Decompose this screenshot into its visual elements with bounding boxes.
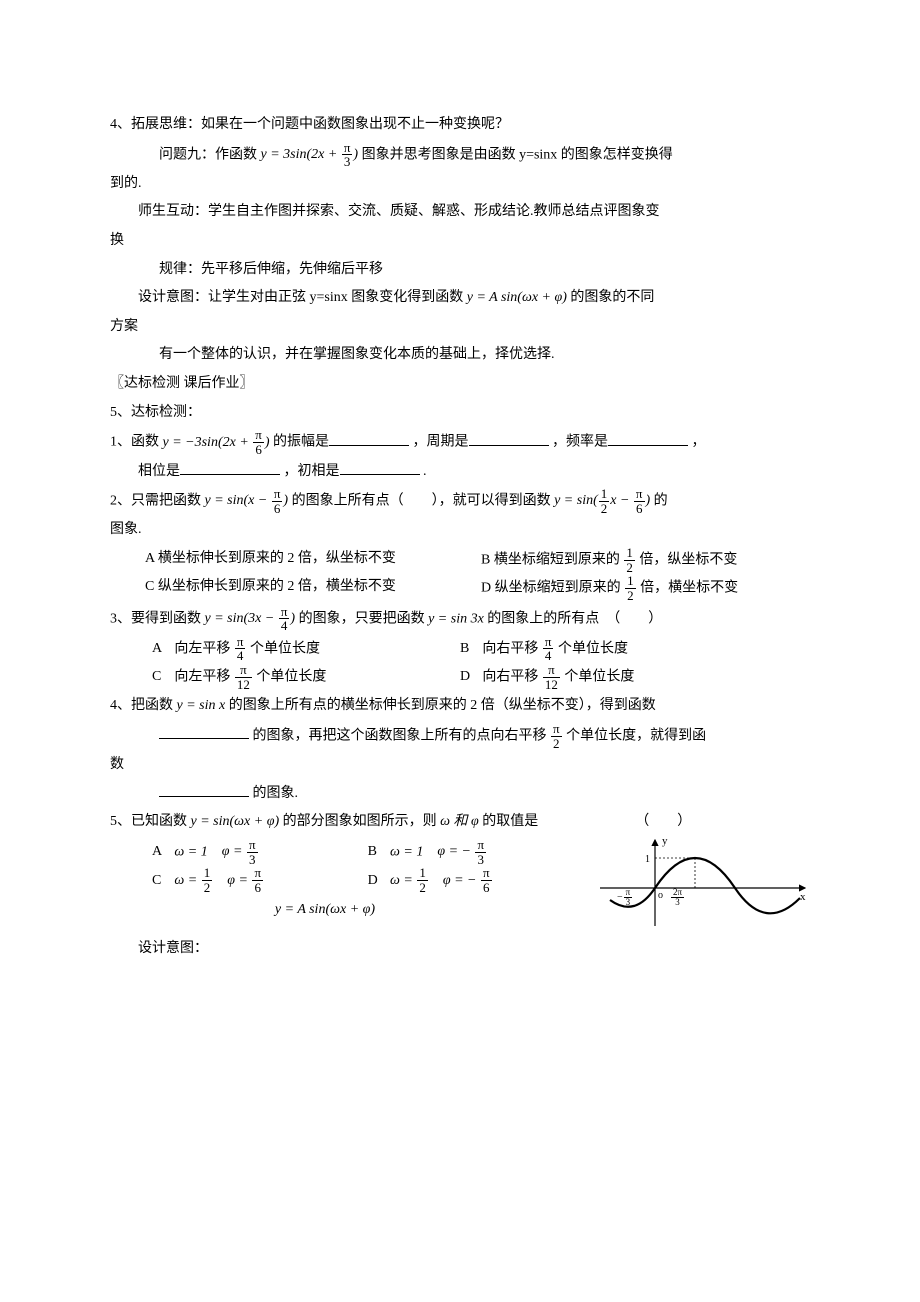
q5-figure: y x 1 o −π3 2π3 [600, 838, 810, 928]
q5-opt-c: Cω = 12 φ = π6 [110, 866, 326, 894]
q3-opt-d: D向右平移 π12 个单位长度 [418, 663, 726, 691]
blank [608, 431, 688, 446]
svg-text:y: y [662, 835, 668, 847]
rule: 规律：先平移后伸缩，先伸缩后平移 [110, 257, 810, 284]
question-9: 问题九：作函数 y = 3sin(2x + π3) 图象并思考图象是由函数 y=… [110, 141, 810, 169]
blank [340, 460, 420, 475]
q5-opt-b: Bω = 1 φ = − π3 [326, 838, 542, 866]
q5-extra: y = A sin(ωx + φ) [110, 897, 600, 924]
q2-opt-c: C 纵坐标伸长到原来的 2 倍，横坐标不变 [110, 574, 446, 602]
blank [180, 460, 280, 475]
q5-opt-a: Aω = 1 φ = π3 [110, 838, 326, 866]
teacher-student-2: 换 [110, 228, 810, 255]
q3: 3、要得到函数 y = sin(3x − π4) 的图象，只要把函数 y = s… [110, 605, 810, 633]
question-9-cont: 到的. [110, 171, 810, 198]
q4-line4: 的图象. [110, 781, 810, 808]
svg-text:1: 1 [645, 854, 650, 865]
q3-options: A向左平移 π4 个单位长度 B向右平移 π4 个单位长度 C向左平移 π12 … [110, 635, 810, 692]
q4-line3: 数 [110, 752, 810, 779]
q2-options: A 横坐标伸长到原来的 2 倍，纵坐标不变 B 横坐标缩短到原来的 12 倍，纵… [110, 546, 810, 603]
q5: 5、已知函数 y = sin(ωx + φ) 的部分图象如图所示，则 ω 和 φ… [110, 809, 810, 836]
svg-text:x: x [800, 891, 806, 903]
section-5-heading: 5、达标检测： [110, 400, 810, 427]
q1: 1、函数 y = −3sin(2x + π6) 的振幅是 ，周期是 ，频率是 ， [110, 428, 810, 456]
q5-body: Aω = 1 φ = π3 Bω = 1 φ = − π3 Cω = 12 φ … [110, 838, 810, 928]
q2-line2: 图象. [110, 517, 810, 544]
design-intent-1: 设计意图：让学生对由正弦 y=sinx 图象变化得到函数 y = A sin(ω… [110, 285, 810, 312]
q4-line2: 的图象，再把这个函数图象上所有的点向右平移 π2 个单位长度，就得到函 [110, 722, 810, 750]
svg-text:o: o [658, 890, 663, 901]
design-intent-2: 方案 [110, 314, 810, 341]
blank [159, 724, 249, 739]
q2-opt-b: B 横坐标缩短到原来的 12 倍，纵坐标不变 [446, 546, 782, 574]
q4: 4、把函数 y = sin x 的图象上所有点的横坐标伸长到原来的 2 倍（纵坐… [110, 693, 810, 720]
q2-opt-d: D 纵坐标缩短到原来的 12 倍，横坐标不变 [446, 574, 782, 602]
fig-tick-pos: 2π3 [670, 888, 685, 908]
blank [329, 431, 409, 446]
q2-opt-a: A 横坐标伸长到原来的 2 倍，纵坐标不变 [110, 546, 446, 574]
q3-opt-a: A向左平移 π4 个单位长度 [110, 635, 418, 663]
q5-opt-d: Dω = 12 φ = − π6 [326, 866, 542, 894]
q1-line2: 相位是 ，初相是 . [110, 459, 810, 486]
q3-opt-b: B向右平移 π4 个单位长度 [418, 635, 726, 663]
q5-options: Aω = 1 φ = π3 Bω = 1 φ = − π3 Cω = 12 φ … [110, 838, 600, 895]
teacher-student: 师生互动：学生自主作图并探索、交流、质疑、解惑、形成结论.教师总结点评图象变 [110, 199, 810, 226]
design-intent-3: 有一个整体的认识，并在掌握图象变化本质的基础上，择优选择. [110, 342, 810, 369]
homework-title: 〖达标检测 课后作业〗 [110, 371, 810, 398]
q2: 2、只需把函数 y = sin(x − π6) 的图象上所有点（ ），就可以得到… [110, 487, 810, 515]
fig-tick-neg: −π3 [617, 888, 633, 908]
section-4-heading: 4、拓展思维：如果在一个问题中函数图象出现不止一种变换呢？ [110, 112, 810, 139]
q3-opt-c: C向左平移 π12 个单位长度 [110, 663, 418, 691]
blank [159, 782, 249, 797]
blank [469, 431, 549, 446]
design-intent-label: 设计意图： [110, 936, 810, 963]
